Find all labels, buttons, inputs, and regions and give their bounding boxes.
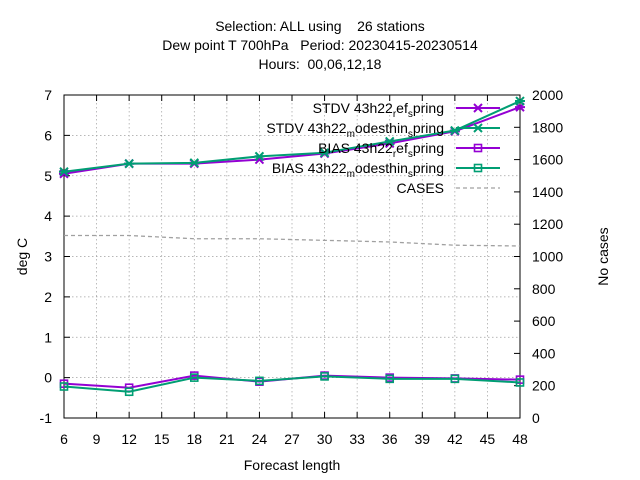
y-tick-label: 6: [44, 127, 52, 143]
y2-tick-label: 2000: [532, 87, 563, 103]
chart-title-line-1: Selection: ALL using 26 stations: [215, 18, 425, 34]
y2-tick-label: 800: [532, 281, 556, 297]
x-tick-label: 21: [219, 431, 235, 447]
series-1-point: [124, 158, 135, 169]
legend-marker-0: [473, 103, 483, 113]
y-tick-label: 7: [44, 87, 52, 103]
series-1-point: [515, 96, 525, 106]
x-tick-label: 24: [252, 431, 268, 447]
legend-label-2: BIAS 43h22refspring: [318, 140, 444, 160]
x-tick-label: 18: [186, 431, 202, 447]
series-1-point: [254, 151, 265, 162]
x-tick-label: 12: [121, 431, 137, 447]
chart-title-line-3: Hours: 00,06,12,18: [258, 56, 382, 72]
legend-marker-2: [473, 143, 483, 153]
y2-tick-label: 1400: [532, 184, 563, 200]
series-line-1: [63, 100, 521, 173]
y2-tick-label: 0: [532, 410, 540, 426]
x-tick-label: 30: [317, 431, 333, 447]
series-3-point: [385, 374, 395, 384]
y-tick-label: 3: [44, 249, 52, 265]
series-line-4: [64, 234, 521, 247]
legend-label-3: BIAS 43h22modesthinspring: [272, 160, 444, 180]
y-tick-label: 1: [44, 329, 52, 345]
series-3-point: [124, 387, 134, 397]
series-line-3: [63, 375, 521, 393]
series-3-point: [59, 382, 69, 391]
legend-label-0: STDV 43h22refspring: [313, 100, 444, 120]
y2-tick-label: 200: [532, 378, 556, 394]
x-tick-label: 15: [154, 431, 170, 447]
series-1-point: [384, 136, 395, 147]
y-tick-label: 0: [44, 370, 52, 386]
y-axis-label: deg C: [14, 238, 30, 275]
y-tick-label: 2: [44, 289, 52, 305]
series-3-point: [255, 376, 264, 386]
series-1-point: [189, 158, 200, 168]
x-tick-label: 36: [382, 431, 398, 447]
y2-tick-label: 1600: [532, 152, 563, 168]
x-tick-label: 6: [60, 431, 68, 447]
series-3-point: [320, 372, 329, 381]
series-1-point: [319, 148, 330, 158]
legend-marker-1: [473, 123, 483, 133]
series-3-point: [450, 374, 460, 384]
x-tick-label: 27: [284, 431, 300, 447]
y-tick-label: -1: [40, 410, 53, 426]
x-tick-label: 39: [414, 431, 430, 447]
y2-tick-label: 1200: [532, 216, 563, 232]
legend-label-1: STDV 43h22modesthinspring: [266, 120, 444, 140]
series-1-point: [59, 167, 69, 177]
x-tick-label: 45: [480, 431, 496, 447]
series-3-point: [515, 378, 525, 387]
x-axis-label: Forecast length: [244, 457, 341, 473]
x-tick-label: 48: [512, 431, 528, 447]
y-tick-label: 5: [44, 168, 52, 184]
x-tick-label: 42: [447, 431, 463, 447]
y2-tick-label: 600: [532, 313, 556, 329]
chart-title-line-2: Dew point T 700hPa Period: 20230415-2023…: [162, 37, 478, 53]
y2-tick-label: 1000: [532, 249, 563, 265]
x-tick-label: 9: [93, 431, 101, 447]
y2-axis-label: No cases: [595, 227, 611, 285]
x-tick-label: 33: [349, 431, 365, 447]
series-3-point: [189, 373, 199, 382]
legend-label-4: CASES: [397, 180, 444, 196]
y-tick-label: 4: [44, 208, 52, 224]
y2-tick-label: 400: [532, 345, 556, 361]
legend-marker-3: [473, 163, 483, 173]
y2-tick-label: 1800: [532, 119, 563, 135]
